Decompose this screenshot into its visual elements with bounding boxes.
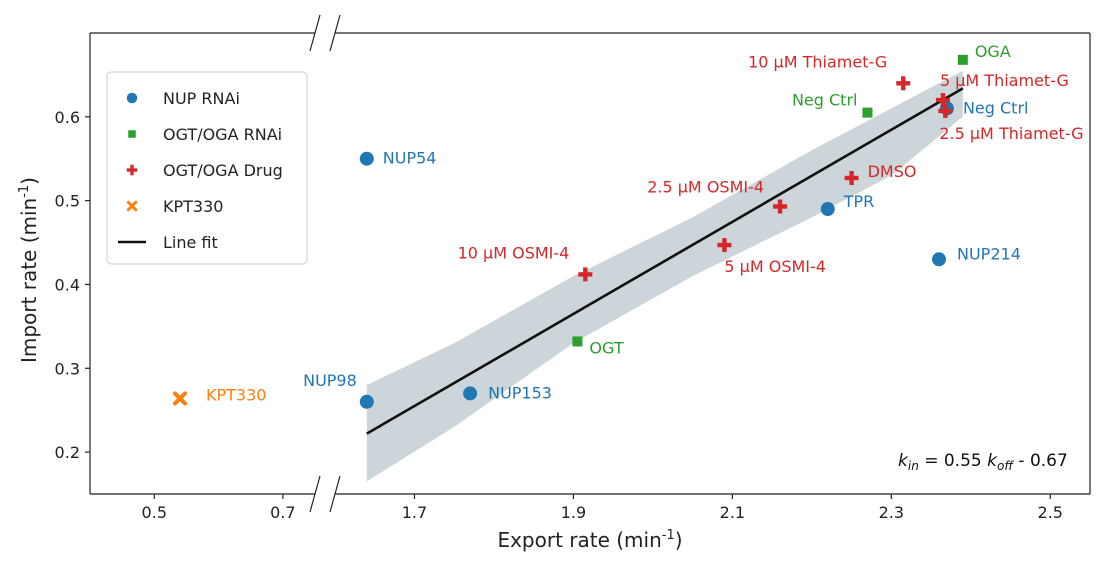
x-tick-label: 0.7 [270, 503, 295, 522]
legend-box [106, 71, 308, 265]
y-axis-title: Import rate (min-1) [17, 177, 41, 363]
y-tick-label: 0.3 [55, 359, 80, 378]
point-2-5-m-osmi-4 [773, 199, 788, 214]
x-tick-label: 0.5 [142, 503, 167, 522]
x-tick-label: 2.3 [879, 503, 904, 522]
confidence-band [366, 70, 963, 482]
x-tick-label: 2.1 [720, 503, 745, 522]
point-label-nup98: NUP98 [303, 371, 357, 390]
fit-equation: kin = 0.55 koff - 0.67 [898, 451, 1068, 473]
point-neg-ctrl [862, 107, 873, 118]
point-nup98 [359, 394, 374, 409]
point-label-tpr: TPR [843, 192, 875, 211]
point-label-ogt: OGT [589, 338, 623, 357]
legend: NUP RNAi OGT/OGA RNAi OGT/OGA Drug KPT330 Li… [106, 71, 308, 265]
y-tick-label: 0.6 [55, 108, 80, 127]
point-5-m-osmi-4 [717, 238, 732, 253]
axis-break-mark [329, 14, 341, 52]
legend-marker [126, 200, 138, 212]
point-label-5-m-thiamet-g: 5 μM Thiamet-G [940, 71, 1069, 90]
data-points-layer [173, 54, 968, 409]
point-2-5-m-thiamet-g [938, 103, 953, 118]
point-ogt [572, 336, 583, 347]
legend-marker [126, 164, 138, 176]
x-axis-title: Export rate (min-1) [497, 528, 682, 552]
point-labels-layer: NUP54 NUP98 NUP153 TPR NUP214 Neg Ctrl OGA Neg … [206, 42, 1084, 405]
y-tick-label: 0.4 [55, 275, 80, 294]
point-label-10-m-osmi-4: 10 μM OSMI-4 [458, 243, 570, 262]
point-nup54 [359, 151, 374, 166]
axis-break-mark [309, 14, 321, 52]
legend-label: KPT330 [163, 197, 223, 216]
point-label-kpt330: KPT330 [206, 385, 266, 404]
y-tick-label: 0.2 [55, 443, 80, 462]
legend-label: OGT/OGA Drug [163, 161, 283, 180]
point-kpt330 [173, 391, 187, 406]
point-dmso [844, 171, 859, 186]
x-tick-label: 2.5 [1038, 503, 1063, 522]
legend-marker [128, 130, 136, 138]
point-5-m-thiamet-g [935, 93, 950, 108]
point-label-neg-ctrl: Neg Ctrl [963, 98, 1029, 117]
x-tick-label: 1.9 [561, 503, 586, 522]
fit-line [366, 87, 964, 435]
confidence-band-layer [366, 70, 963, 482]
legend-label: OGT/OGA RNAi [163, 125, 282, 144]
point-label-2-5-m-osmi-4: 2.5 μM OSMI-4 [647, 178, 764, 197]
point-label-dmso: DMSO [868, 162, 917, 181]
plot-frame [89, 14, 1091, 513]
fit-line-layer [366, 87, 964, 435]
axis-ticks: 0.5 0.7 1.7 1.9 2.1 2.3 2.5 0.2 0.3 0.4 0.5 0.6 [55, 108, 1063, 522]
legend-marker [126, 92, 138, 104]
y-tick-label: 0.5 [55, 192, 80, 211]
point-oga [957, 54, 968, 65]
x-tick-label: 1.7 [402, 503, 427, 522]
point-nup214 [932, 252, 946, 267]
point-nup153 [463, 386, 478, 401]
point-label-oga: OGA [975, 42, 1011, 61]
legend-label: Line fit [163, 233, 218, 252]
axis-break-mark [309, 475, 321, 513]
point-10-m-thiamet-g [896, 76, 911, 91]
legend-label: NUP RNAi [163, 89, 240, 108]
point-label-5-m-osmi-4: 5 μM OSMI-4 [724, 257, 826, 276]
point-label-2-5-m-thiamet-g: 2.5 μM Thiamet-G [939, 124, 1083, 143]
point-10-m-osmi-4 [578, 267, 593, 282]
point-label-nup214: NUP214 [957, 244, 1021, 263]
point-label-nup153: NUP153 [488, 383, 552, 402]
point-tpr [820, 202, 835, 217]
point-label-neg-ctrl: Neg Ctrl [792, 91, 858, 110]
point-label-nup54: NUP54 [383, 149, 437, 168]
point-label-10-m-thiamet-g: 10 μM Thiamet-G [748, 52, 887, 71]
axis-break-mark [329, 475, 341, 513]
